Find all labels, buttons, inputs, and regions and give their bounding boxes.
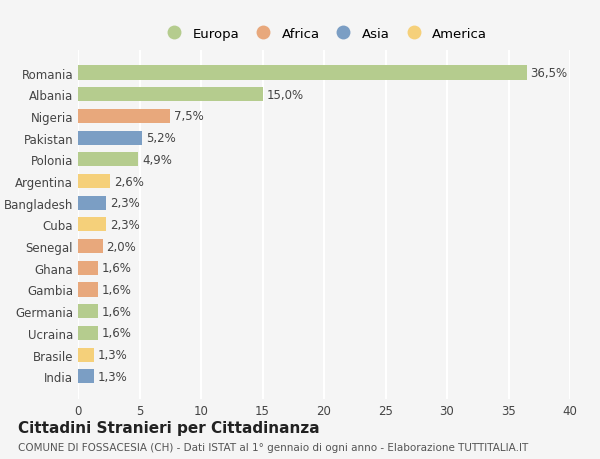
Bar xyxy=(78,174,110,189)
Bar xyxy=(78,240,103,253)
Bar xyxy=(78,283,98,297)
Bar xyxy=(78,131,142,146)
Bar xyxy=(78,218,106,232)
Bar xyxy=(78,261,98,275)
Text: COMUNE DI FOSSACESIA (CH) - Dati ISTAT al 1° gennaio di ogni anno - Elaborazione: COMUNE DI FOSSACESIA (CH) - Dati ISTAT a… xyxy=(18,442,528,452)
Bar xyxy=(78,369,94,383)
Text: 1,6%: 1,6% xyxy=(101,327,131,340)
Bar xyxy=(78,348,94,362)
Text: 2,3%: 2,3% xyxy=(110,197,140,210)
Text: 1,6%: 1,6% xyxy=(101,262,131,274)
Bar xyxy=(78,153,138,167)
Bar xyxy=(78,304,98,319)
Bar xyxy=(78,326,98,340)
Bar xyxy=(78,110,170,124)
Text: 2,6%: 2,6% xyxy=(113,175,143,188)
Text: 1,3%: 1,3% xyxy=(98,348,127,361)
Text: 1,3%: 1,3% xyxy=(98,370,127,383)
Bar xyxy=(78,88,263,102)
Bar xyxy=(78,67,527,80)
Text: 7,5%: 7,5% xyxy=(174,110,203,123)
Text: 1,6%: 1,6% xyxy=(101,305,131,318)
Legend: Europa, Africa, Asia, America: Europa, Africa, Asia, America xyxy=(155,22,493,46)
Text: 1,6%: 1,6% xyxy=(101,283,131,297)
Text: 2,0%: 2,0% xyxy=(106,240,136,253)
Bar xyxy=(78,196,106,210)
Text: Cittadini Stranieri per Cittadinanza: Cittadini Stranieri per Cittadinanza xyxy=(18,420,320,435)
Text: 4,9%: 4,9% xyxy=(142,153,172,167)
Text: 15,0%: 15,0% xyxy=(266,89,304,101)
Text: 2,3%: 2,3% xyxy=(110,218,140,231)
Text: 36,5%: 36,5% xyxy=(530,67,568,80)
Text: 5,2%: 5,2% xyxy=(146,132,175,145)
